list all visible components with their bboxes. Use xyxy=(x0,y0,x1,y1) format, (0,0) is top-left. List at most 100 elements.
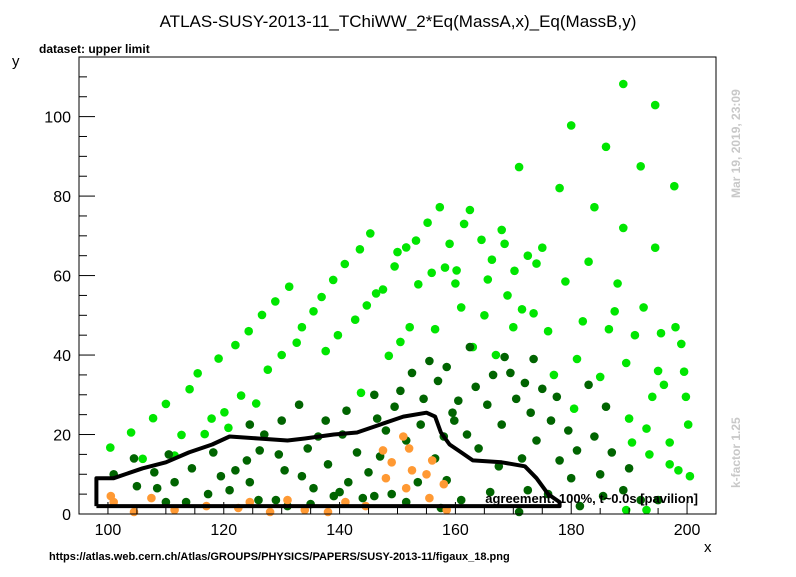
data-point-dark-green xyxy=(532,436,541,445)
data-point-dark-green xyxy=(245,477,255,487)
data-point-bright-green xyxy=(452,266,461,275)
data-point-bright-green xyxy=(569,404,579,414)
data-point-bright-green xyxy=(456,303,466,312)
data-point-dark-green xyxy=(245,420,255,429)
data-point-bright-green xyxy=(297,322,307,332)
data-point-dark-green xyxy=(274,450,284,459)
data-point-dark-green xyxy=(456,495,466,505)
data-point-bright-green xyxy=(650,100,660,110)
data-point-bright-green xyxy=(214,354,223,363)
data-point-dark-green xyxy=(271,495,281,505)
data-point-dark-green xyxy=(387,489,397,499)
data-point-bright-green xyxy=(161,399,171,409)
data-point-dark-green xyxy=(520,378,530,388)
data-point-dark-green xyxy=(381,426,391,435)
data-point-dark-green xyxy=(546,416,556,425)
data-point-bright-green xyxy=(653,366,663,376)
agreement-annotation: agreement: 100%, t~0.0s [pavilion] xyxy=(485,491,698,506)
data-point-dark-green xyxy=(433,376,443,386)
data-point-dark-green xyxy=(448,408,457,418)
data-point-bright-green xyxy=(356,388,366,398)
data-point-dark-green xyxy=(187,464,197,473)
data-point-bright-green xyxy=(220,408,229,417)
data-point-bright-green xyxy=(465,205,475,215)
chart-title: ATLAS-SUSY-2013-11_TChiWW_2*Eq(MassA,x)_… xyxy=(160,12,637,31)
data-point-bright-green xyxy=(503,291,512,300)
data-point-bright-green xyxy=(604,324,614,334)
data-point-orange xyxy=(265,507,275,517)
data-point-orange xyxy=(399,432,408,441)
data-point-dark-green xyxy=(506,368,515,378)
data-point-bright-green xyxy=(650,243,660,252)
data-point-bright-green xyxy=(487,255,497,264)
data-point-bright-green xyxy=(679,367,689,377)
data-point-dark-green xyxy=(572,446,582,455)
contour-layer xyxy=(94,410,562,509)
data-point-bright-green xyxy=(532,259,541,268)
data-point-dark-green xyxy=(552,392,562,402)
data-point-orange xyxy=(381,473,391,483)
data-point-orange xyxy=(425,493,434,503)
data-point-dark-green xyxy=(454,396,463,406)
data-point-bright-green xyxy=(621,505,631,515)
data-point-dark-green xyxy=(216,471,226,481)
data-point-bright-green xyxy=(619,79,628,89)
data-point-dark-green xyxy=(413,477,423,487)
data-point-bright-green xyxy=(340,259,350,269)
data-point-dark-green xyxy=(277,416,287,425)
exclusion-contour xyxy=(94,410,562,509)
data-point-bright-green xyxy=(610,307,619,316)
data-point-dark-green xyxy=(595,470,605,479)
data-point-bright-green xyxy=(126,428,136,437)
data-point-bright-green xyxy=(627,438,637,447)
data-point-orange xyxy=(407,466,417,475)
data-point-bright-green xyxy=(656,328,666,338)
data-point-orange xyxy=(283,495,292,505)
data-point-bright-green xyxy=(193,369,202,378)
data-point-bright-green xyxy=(674,466,683,475)
data-point-bright-green xyxy=(685,471,695,481)
data-point-dark-green xyxy=(601,402,611,412)
data-point-bright-green xyxy=(480,311,489,320)
data-point-dark-green xyxy=(344,477,353,487)
data-point-dark-green xyxy=(390,402,399,412)
data-point-bright-green xyxy=(251,399,261,408)
data-point-dark-green xyxy=(497,420,507,429)
data-point-bright-green xyxy=(200,429,209,439)
data-point-dark-green xyxy=(511,394,521,404)
data-point-bright-green xyxy=(538,243,547,252)
data-point-dark-green xyxy=(372,414,382,423)
data-point-orange xyxy=(147,493,156,503)
data-point-bright-green xyxy=(572,354,582,364)
data-point-bright-green xyxy=(440,263,450,272)
data-point-dark-green xyxy=(555,456,564,465)
data-point-dark-green xyxy=(416,420,426,429)
data-point-dark-green xyxy=(465,342,475,352)
data-point-dark-green xyxy=(364,468,373,477)
data-point-orange xyxy=(439,479,449,489)
data-point-bright-green xyxy=(555,183,564,193)
data-point-bright-green xyxy=(224,423,233,433)
data-point-dark-green xyxy=(170,477,179,487)
data-point-dark-green xyxy=(450,416,459,425)
data-point-dark-green xyxy=(514,507,524,517)
x-tick-label: 180 xyxy=(558,522,585,539)
data-point-bright-green xyxy=(390,262,399,271)
data-point-dark-green xyxy=(653,495,663,505)
x-tick-label: 160 xyxy=(442,522,469,539)
data-point-dark-green xyxy=(523,485,533,495)
data-point-bright-green xyxy=(561,277,570,286)
points-layer xyxy=(106,79,695,517)
data-point-dark-green xyxy=(636,495,645,505)
data-point-dark-green xyxy=(419,394,428,404)
data-point-bright-green xyxy=(500,239,509,249)
data-point-dark-green xyxy=(132,481,142,491)
data-point-bright-green xyxy=(578,317,588,326)
data-point-bright-green xyxy=(566,121,576,130)
data-point-bright-green xyxy=(584,257,593,267)
data-point-bright-green xyxy=(642,424,651,433)
data-point-bright-green xyxy=(430,324,440,334)
data-point-bright-green xyxy=(683,420,693,429)
